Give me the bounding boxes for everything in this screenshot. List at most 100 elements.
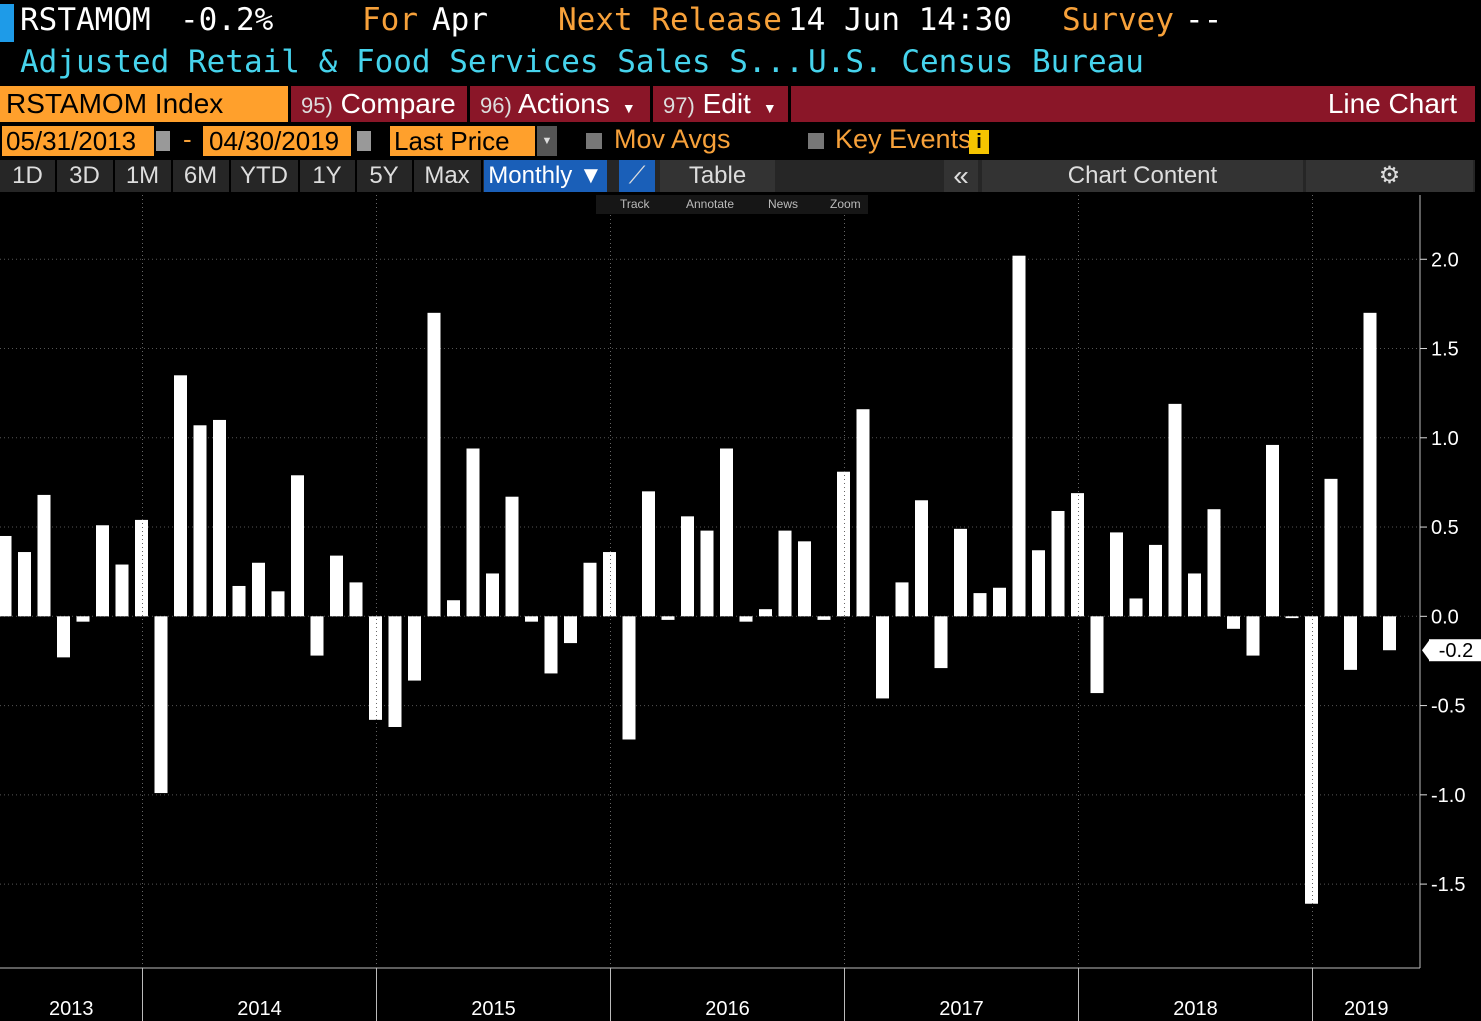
table-button[interactable]: Table [660, 160, 775, 192]
collapse-button[interactable]: « [944, 160, 978, 192]
bar [934, 616, 948, 669]
start-date[interactable]: 05/31/2013 [2, 126, 154, 156]
compare-menu[interactable]: 95) Compare [291, 86, 467, 122]
bar [174, 375, 187, 617]
bar [1285, 616, 1299, 619]
bar [1188, 573, 1201, 617]
bar [408, 616, 421, 681]
chart-tool[interactable]: Annotate [686, 197, 735, 211]
bar [895, 582, 909, 617]
x-tick-label: 2015 [471, 998, 516, 1020]
range-button[interactable]: Max [413, 160, 483, 192]
bar [1227, 616, 1240, 629]
bar [213, 419, 226, 617]
security-box[interactable]: RSTAMOM Index [0, 86, 288, 122]
menu-label: Compare [340, 88, 456, 119]
bar [1207, 509, 1221, 617]
bar [583, 562, 597, 617]
range-button[interactable]: 5Y [356, 160, 414, 192]
calendar-icon[interactable] [156, 131, 170, 151]
bar [661, 616, 675, 620]
cursor [0, 4, 14, 42]
y-tick-label: -1.5 [1431, 874, 1465, 896]
menu-label: Edit [702, 88, 751, 119]
bar [18, 552, 31, 617]
y-tick-label: 2.0 [1431, 249, 1459, 271]
bar [1051, 510, 1065, 617]
bar [642, 491, 655, 617]
bar [369, 616, 382, 720]
bar [837, 471, 850, 617]
table: Table [688, 162, 747, 189]
range-button[interactable]: 3D [56, 160, 115, 192]
bar [973, 593, 987, 617]
next-value: 14 Jun 14:30 [788, 2, 1012, 38]
end-date-text: 04/30/2019 [209, 126, 340, 156]
for-value: Apr [432, 2, 488, 38]
bar [76, 616, 90, 622]
view: Line Chart [1327, 88, 1457, 119]
bar [681, 516, 694, 617]
range-button[interactable]: 1D [0, 160, 57, 192]
chart-type-button[interactable]: ⟋ [619, 160, 655, 192]
last-value-box [1429, 639, 1481, 662]
edit-menu[interactable]: 97) Edit ▼ [653, 86, 788, 122]
end-date[interactable]: 04/30/2019 [203, 126, 351, 156]
bar [154, 616, 168, 794]
y-tick-label: 0.0 [1431, 606, 1459, 628]
x-tick-label: 2013 [49, 998, 94, 1020]
chart-content-button[interactable]: Chart Content [982, 160, 1303, 192]
bar [447, 600, 460, 617]
bar [739, 616, 753, 622]
bar [291, 475, 304, 617]
actions-menu[interactable]: 96) Actions ▼ [470, 86, 650, 122]
bar [1110, 532, 1123, 617]
bar [564, 616, 577, 644]
menu-label: Actions [518, 88, 610, 119]
bar [1324, 478, 1338, 617]
bar [1012, 255, 1026, 617]
range-button[interactable]: YTD [230, 160, 300, 192]
source: U.S. Census Bureau [808, 44, 1144, 80]
y-tick-label: -0.5 [1431, 696, 1465, 718]
range-button[interactable]: 1Y [299, 160, 357, 192]
field-dropdown[interactable]: ▼ [537, 126, 557, 156]
bar [310, 616, 324, 656]
bar [193, 425, 207, 617]
info-icon[interactable]: i [969, 130, 989, 154]
y-tick-label: 1.0 [1431, 428, 1459, 450]
bar [1071, 493, 1084, 617]
settings-button[interactable]: ⚙ [1306, 160, 1473, 192]
date-separator: - [183, 124, 192, 154]
range-button[interactable]: 1M [114, 160, 173, 192]
bar [1129, 598, 1143, 617]
calendar-icon[interactable] [357, 131, 371, 151]
range-button[interactable]: 6M [172, 160, 231, 192]
bar [330, 555, 343, 617]
bar [876, 616, 889, 699]
view-bar[interactable]: Line Chart [791, 86, 1475, 122]
security: RSTAMOM Index [6, 88, 224, 119]
last-value-label: -0.2 [1439, 640, 1473, 662]
description: Adjusted Retail & Food Services Sales S.… [20, 44, 804, 80]
chart-tool[interactable]: Track [620, 197, 650, 211]
bar [232, 585, 246, 617]
y-tick-label: -1.0 [1431, 785, 1465, 807]
bar [349, 582, 363, 617]
chart-tool[interactable]: Zoom [830, 197, 861, 211]
bar [1032, 550, 1045, 617]
bar [37, 494, 51, 617]
chart-tool[interactable]: News [768, 197, 799, 211]
x-tick-label: 2018 [1173, 998, 1218, 1020]
bar [115, 564, 129, 617]
bar [1090, 616, 1104, 694]
checkbox[interactable] [808, 133, 824, 149]
bar [271, 591, 285, 617]
bar [603, 552, 616, 617]
frequency-button[interactable]: Monthly ▼ [484, 160, 607, 192]
checkbox[interactable] [586, 133, 602, 149]
field[interactable]: Last Price [390, 126, 535, 156]
bar [544, 616, 558, 674]
tool-bar [596, 195, 868, 214]
bar [915, 500, 928, 617]
